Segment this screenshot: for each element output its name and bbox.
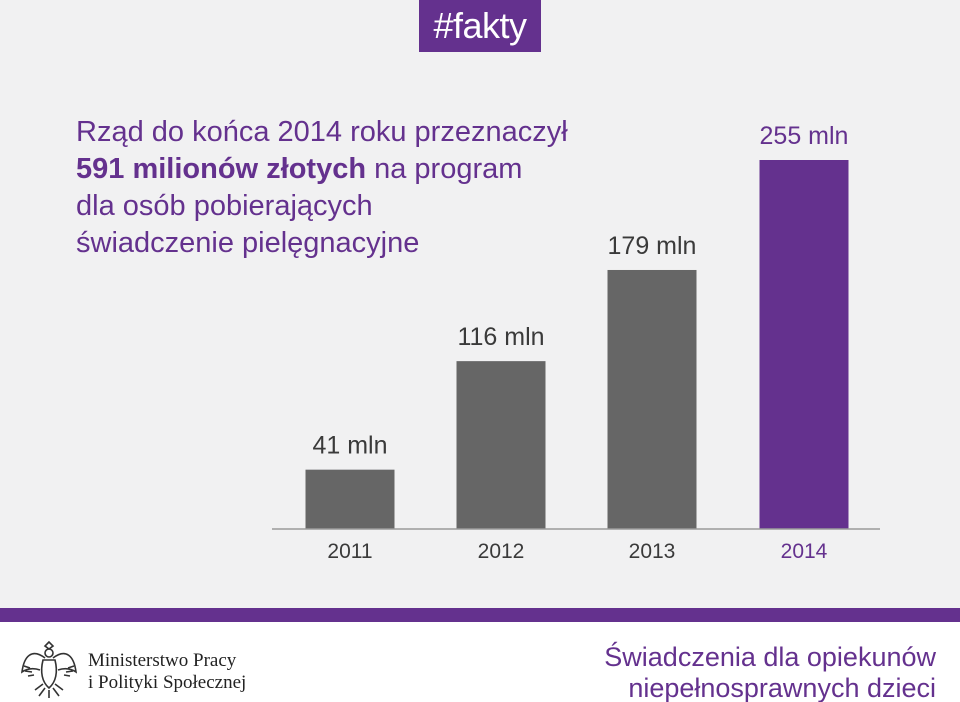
bar-chart: 41 mln 116 mln 179 mln 255 mln 2011 2012 2013… (272, 122, 880, 563)
headline-line-2: 591 milionów złotych na program (76, 151, 596, 188)
bar-2014 (759, 160, 849, 529)
category-label-2012: 2012 (478, 540, 525, 563)
headline: Rząd do końca 2014 roku przeznaczył 591 … (76, 114, 596, 262)
value-label-2012: 116 mln (457, 323, 544, 351)
category-label-2011: 2011 (327, 540, 372, 563)
headline-line-4: świadczenie pielęgnacyjne (76, 227, 420, 259)
headline-line-3: dla osób pobierających (76, 190, 373, 222)
program-title-line-2: niepełnosprawnych dzieci (628, 673, 936, 702)
headline-amount: 591 milionów złotych (76, 153, 367, 185)
category-label-2014: 2014 (781, 540, 828, 563)
hashtag-label: #fakty (419, 0, 541, 52)
ministry-name-line-2: i Polityki Społecznej (88, 672, 247, 693)
footer: Ministerstwo Pracy i Polityki Społecznej… (0, 622, 960, 702)
category-label-group: 2011 2012 2013 2014 (327, 540, 827, 563)
value-label-group: 41 mln 116 mln 179 mln 255 mln (312, 122, 848, 460)
headline-line-2-rest: na program (366, 153, 523, 185)
bar-2011 (305, 469, 395, 529)
program-title: Świadczenia dla opiekunów niepełnosprawn… (604, 642, 936, 702)
eagle-emblem-icon (20, 640, 78, 698)
value-label-2013: 179 mln (608, 232, 697, 260)
accent-band (0, 608, 960, 622)
value-label-2011: 41 mln (312, 432, 387, 460)
value-label-2014: 255 mln (760, 122, 849, 150)
ministry-name-line-1: Ministerstwo Pracy (88, 650, 237, 671)
bar-2013 (607, 269, 697, 529)
headline-line-1: Rząd do końca 2014 roku przeznaczył (76, 116, 568, 148)
bar-group (305, 160, 849, 529)
ministry-name: Ministerstwo Pracy i Polityki Społecznej (88, 650, 246, 694)
bar-2012 (456, 361, 546, 529)
category-label-2013: 2013 (629, 540, 676, 563)
program-title-line-1: Świadczenia dla opiekunów (604, 642, 936, 672)
